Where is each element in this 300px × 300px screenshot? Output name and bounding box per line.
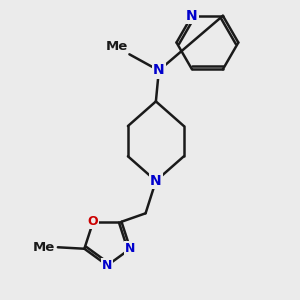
Text: O: O: [88, 215, 98, 228]
Text: N: N: [186, 9, 198, 23]
Text: N: N: [150, 174, 162, 188]
Text: Me: Me: [106, 40, 128, 53]
Text: Me: Me: [33, 241, 56, 254]
Text: N: N: [125, 242, 136, 255]
Text: N: N: [102, 259, 112, 272]
Text: N: N: [153, 64, 165, 77]
